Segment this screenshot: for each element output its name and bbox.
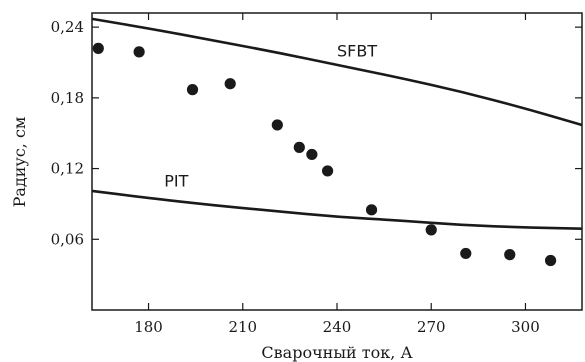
x-tick-label: 180	[134, 318, 163, 336]
curve-labels: SFBT PIT	[164, 42, 377, 191]
data-point	[271, 119, 283, 131]
curve-sfbt	[91, 17, 583, 127]
curve-pit	[91, 189, 583, 230]
data-point	[544, 254, 557, 267]
curves	[91, 17, 583, 230]
data-point	[321, 165, 334, 177]
x-tick-label: 300	[511, 318, 540, 336]
y-tick-label: 0,18	[51, 89, 84, 107]
x-tick-label: 210	[228, 318, 257, 336]
x-axis-title: Сварочный ток, А	[261, 343, 412, 362]
data-point	[224, 78, 236, 90]
data-point	[425, 224, 437, 236]
data-point	[306, 148, 318, 161]
y-axis: 0,06 0,12 0,18 0,24	[51, 18, 582, 248]
y-tick-label: 0,06	[51, 230, 84, 248]
x-axis: 180 210 240 270 300	[134, 13, 540, 336]
data-point	[92, 42, 104, 54]
y-tick-label: 0,24	[51, 18, 84, 36]
data-point	[133, 46, 145, 58]
curve-label-sfbt: SFBT	[337, 42, 377, 61]
data-point	[293, 141, 305, 153]
data-point	[186, 84, 199, 96]
y-tick-label: 0,12	[51, 160, 84, 178]
curve-label-pit: PIT	[164, 171, 188, 190]
data-point	[504, 249, 516, 261]
y-axis-title: Радиус, см	[10, 117, 29, 208]
x-tick-label: 240	[323, 318, 352, 336]
data-point	[365, 204, 378, 216]
data-point	[460, 247, 472, 260]
data-points	[92, 42, 557, 267]
x-tick-label: 270	[417, 318, 446, 336]
